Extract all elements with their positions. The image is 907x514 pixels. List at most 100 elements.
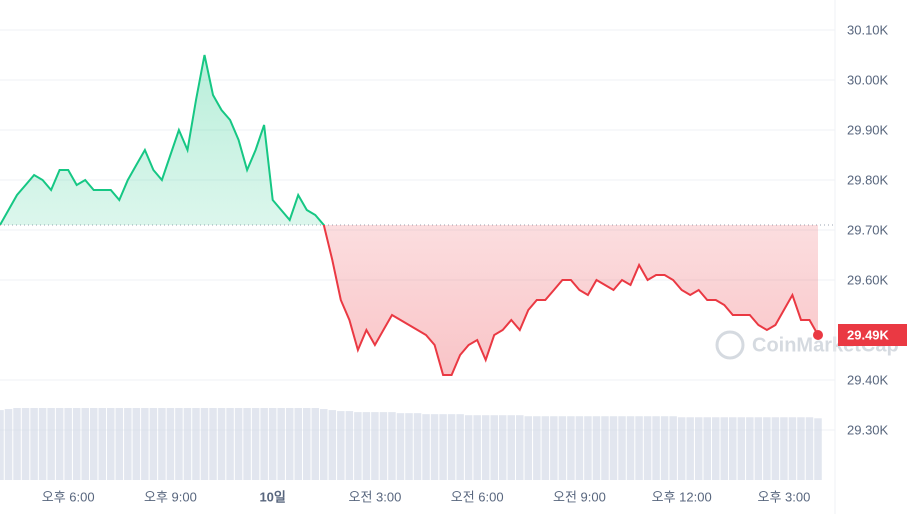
volume-bar [677, 417, 686, 480]
volume-bar [388, 412, 396, 480]
y-tick-label: 29.30K [847, 422, 889, 437]
price-label-box [838, 324, 907, 346]
x-tick-label: 오전 6:00 [451, 489, 504, 504]
volume-bar [64, 408, 72, 480]
volume-bar [166, 408, 175, 480]
volume-bar [345, 411, 354, 480]
volume-bar [550, 416, 558, 480]
volume-bar [456, 414, 464, 480]
volume-bar [558, 416, 567, 480]
volume-bar [541, 416, 550, 480]
y-tick-label: 30.10K [847, 22, 889, 37]
volume-bar [47, 408, 55, 480]
volume-bar [209, 408, 217, 480]
volume-bar [609, 416, 618, 480]
volume-bar [89, 408, 98, 480]
volume-bar [183, 408, 192, 480]
volume-bar [771, 417, 780, 480]
volume-bar [234, 408, 243, 480]
y-tick-label: 29.60K [847, 272, 889, 287]
volume-bar [643, 416, 652, 480]
volume-bar [124, 408, 132, 480]
volume-bar [302, 408, 311, 480]
volume-bar [396, 413, 405, 480]
volume-bar [507, 415, 516, 480]
volume-bar [132, 408, 141, 480]
y-tick-label: 29.70K [847, 222, 889, 237]
x-tick-label: 오전 9:00 [553, 489, 606, 504]
volume-bar [652, 416, 660, 480]
x-tick-label: 오후 9:00 [144, 489, 197, 504]
volume-bar [413, 413, 422, 480]
volume-bar [686, 417, 694, 480]
volume-bar [55, 408, 64, 480]
x-tick-label: 오후 6:00 [42, 489, 95, 504]
volume-bar [158, 408, 166, 480]
x-tick-label: 오후 3:00 [757, 489, 810, 504]
volume-bar [175, 408, 183, 480]
volume-bar [98, 408, 107, 480]
volume-bar [584, 416, 592, 480]
volume-bar [405, 413, 413, 480]
volume-bar [217, 408, 226, 480]
volume-bar [780, 417, 788, 480]
volume-bar [524, 416, 533, 480]
volume-bar [660, 416, 669, 480]
volume-bar [21, 408, 30, 480]
volume-bar [362, 412, 371, 480]
volume-bar [311, 408, 320, 480]
price-line-down [0, 225, 819, 376]
volume-bar [498, 415, 507, 480]
volume-bar [243, 408, 251, 480]
volume-bar [430, 414, 439, 480]
volume-bar [13, 408, 21, 480]
volume-bar [711, 417, 720, 480]
volume-bar [354, 412, 362, 480]
area-up [0, 55, 818, 225]
volume-bar [575, 416, 584, 480]
volume-bar [447, 414, 456, 480]
volume-bar [192, 408, 200, 480]
volume-bar [277, 408, 285, 480]
volume-bar [38, 408, 47, 480]
volume-bar [626, 416, 635, 480]
volume-bar [422, 414, 430, 480]
volume-bar [797, 417, 805, 480]
volume-bar [141, 408, 149, 480]
volume-bar [72, 408, 81, 480]
y-tick-label: 29.80K [847, 172, 889, 187]
volume-bar [703, 417, 711, 480]
volume-bar [464, 415, 473, 480]
volume-bar [107, 408, 115, 480]
area-down [0, 225, 818, 375]
volume-bar [533, 416, 541, 480]
volume-bar [481, 415, 490, 480]
volume-bar [805, 417, 814, 480]
last-point [813, 330, 823, 340]
volume-bar [720, 417, 729, 480]
volume-bar [115, 408, 124, 480]
volume-bar [635, 416, 643, 480]
volume-bar [473, 415, 481, 480]
y-tick-label: 30.00K [847, 72, 889, 87]
volume-bar [285, 408, 294, 480]
volume-bar [268, 408, 277, 480]
volume-bar [814, 418, 822, 480]
volume-bar [618, 416, 626, 480]
volume-bar [737, 417, 746, 480]
price-line-up [0, 54, 325, 225]
volume-bar [81, 408, 89, 480]
volume-bar [149, 408, 158, 480]
volume-bar [516, 415, 524, 480]
y-tick-label: 29.90K [847, 122, 889, 137]
volume-bar [328, 410, 337, 480]
volume-bar [490, 415, 498, 480]
volume-bar [260, 408, 268, 480]
volume-bar [788, 417, 797, 480]
volume-bar [439, 414, 447, 480]
volume-bar [379, 412, 388, 480]
volume-bar [0, 410, 4, 480]
price-label: 29.49K [847, 327, 890, 342]
volume-bar [694, 417, 703, 480]
